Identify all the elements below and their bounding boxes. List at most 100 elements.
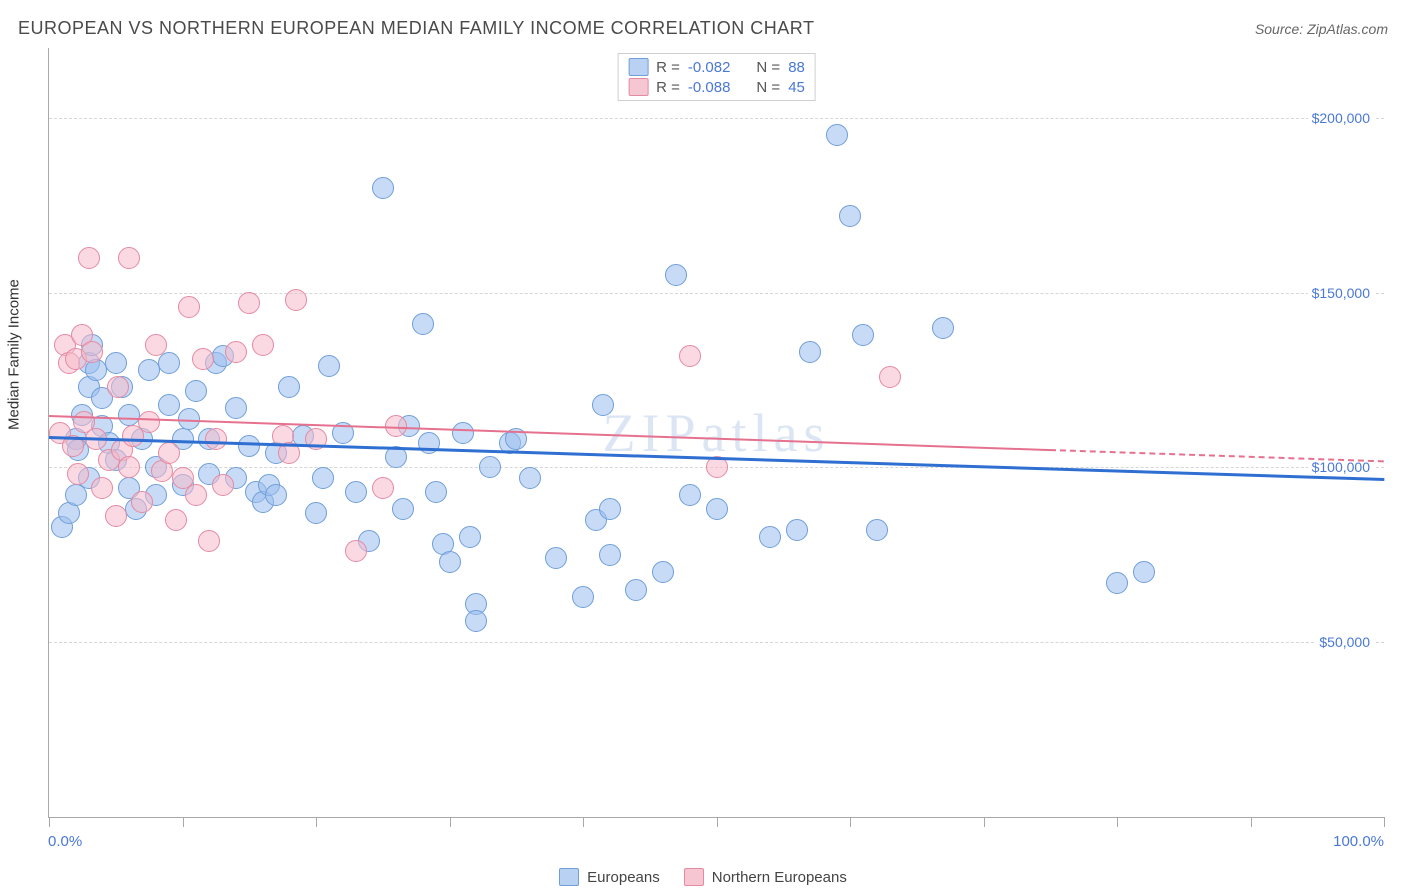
data-point bbox=[107, 376, 129, 398]
data-point bbox=[799, 341, 821, 363]
n-value: 88 bbox=[788, 59, 805, 76]
gridline bbox=[49, 118, 1384, 119]
data-point bbox=[178, 296, 200, 318]
data-point bbox=[465, 610, 487, 632]
data-point bbox=[826, 124, 848, 146]
data-point bbox=[265, 484, 287, 506]
x-tick bbox=[450, 817, 451, 827]
data-point bbox=[158, 442, 180, 464]
data-point bbox=[599, 544, 621, 566]
y-tick-label: $50,000 bbox=[1315, 634, 1374, 650]
data-point bbox=[625, 579, 647, 601]
data-point bbox=[138, 411, 160, 433]
data-point bbox=[839, 205, 861, 227]
data-point bbox=[392, 498, 414, 520]
chart-title: EUROPEAN VS NORTHERN EUROPEAN MEDIAN FAM… bbox=[18, 18, 814, 39]
data-point bbox=[318, 355, 340, 377]
data-point bbox=[158, 394, 180, 416]
legend-item: Northern Europeans bbox=[684, 868, 847, 886]
plot-area: ZIPatlas R =-0.082N =88R =-0.088N =45 $5… bbox=[48, 48, 1384, 818]
data-point bbox=[459, 526, 481, 548]
series-legend: Europeans Northern Europeans bbox=[0, 868, 1406, 886]
data-point bbox=[185, 380, 207, 402]
data-point bbox=[285, 289, 307, 311]
data-point bbox=[372, 177, 394, 199]
n-value: 45 bbox=[788, 79, 805, 96]
data-point bbox=[572, 586, 594, 608]
stats-legend-box: R = -0.082 N = 88 R = -0.088 N = 45 bbox=[617, 53, 816, 101]
r-label: R = bbox=[656, 59, 680, 76]
data-point bbox=[679, 484, 701, 506]
data-point bbox=[118, 404, 140, 426]
data-point bbox=[225, 397, 247, 419]
data-point bbox=[252, 334, 274, 356]
data-point bbox=[238, 292, 260, 314]
x-tick bbox=[49, 817, 50, 827]
x-axis-start-label: 0.0% bbox=[48, 833, 82, 850]
x-tick bbox=[1251, 817, 1252, 827]
legend-label: Northern Europeans bbox=[712, 869, 847, 886]
trend-line bbox=[1050, 449, 1384, 462]
x-tick bbox=[850, 817, 851, 827]
y-tick-label: $150,000 bbox=[1308, 285, 1374, 301]
legend-swatch bbox=[628, 78, 648, 96]
x-tick bbox=[984, 817, 985, 827]
data-point bbox=[131, 491, 153, 513]
data-point bbox=[118, 247, 140, 269]
y-axis-title: Median Family Income bbox=[6, 279, 23, 430]
data-point bbox=[185, 484, 207, 506]
data-point bbox=[118, 456, 140, 478]
data-point bbox=[759, 526, 781, 548]
data-point bbox=[545, 547, 567, 569]
data-point bbox=[238, 435, 260, 457]
data-point bbox=[158, 352, 180, 374]
data-point bbox=[786, 519, 808, 541]
data-point bbox=[866, 519, 888, 541]
data-point bbox=[519, 467, 541, 489]
data-point bbox=[599, 498, 621, 520]
data-point bbox=[205, 428, 227, 450]
n-label: N = bbox=[756, 59, 780, 76]
data-point bbox=[665, 264, 687, 286]
data-point bbox=[425, 481, 447, 503]
data-point bbox=[852, 324, 874, 346]
data-point bbox=[105, 505, 127, 527]
data-point bbox=[372, 477, 394, 499]
gridline bbox=[49, 642, 1384, 643]
data-point bbox=[81, 341, 103, 363]
data-point bbox=[145, 334, 167, 356]
data-point bbox=[1133, 561, 1155, 583]
data-point bbox=[312, 467, 334, 489]
data-point bbox=[67, 463, 89, 485]
legend-item: Europeans bbox=[559, 868, 660, 886]
data-point bbox=[225, 341, 247, 363]
r-value: -0.088 bbox=[688, 79, 731, 96]
data-point bbox=[198, 530, 220, 552]
data-point bbox=[138, 359, 160, 381]
r-value: -0.082 bbox=[688, 59, 731, 76]
data-point bbox=[345, 481, 367, 503]
data-point bbox=[345, 540, 367, 562]
data-point bbox=[932, 317, 954, 339]
data-point bbox=[278, 376, 300, 398]
data-point bbox=[706, 498, 728, 520]
data-point bbox=[452, 422, 474, 444]
x-tick bbox=[717, 817, 718, 827]
legend-label: Europeans bbox=[587, 869, 660, 886]
legend-swatch bbox=[684, 868, 704, 886]
data-point bbox=[652, 561, 674, 583]
y-tick-label: $200,000 bbox=[1308, 110, 1374, 126]
x-tick bbox=[183, 817, 184, 827]
r-label: R = bbox=[656, 79, 680, 96]
y-tick-label: $100,000 bbox=[1308, 459, 1374, 475]
data-point bbox=[879, 366, 901, 388]
n-label: N = bbox=[756, 79, 780, 96]
stats-row: R = -0.082 N = 88 bbox=[628, 57, 805, 77]
source-label: Source: ZipAtlas.com bbox=[1255, 21, 1388, 37]
data-point bbox=[479, 456, 501, 478]
data-point bbox=[212, 474, 234, 496]
legend-swatch bbox=[559, 868, 579, 886]
data-point bbox=[1106, 572, 1128, 594]
data-point bbox=[192, 348, 214, 370]
data-point bbox=[385, 415, 407, 437]
